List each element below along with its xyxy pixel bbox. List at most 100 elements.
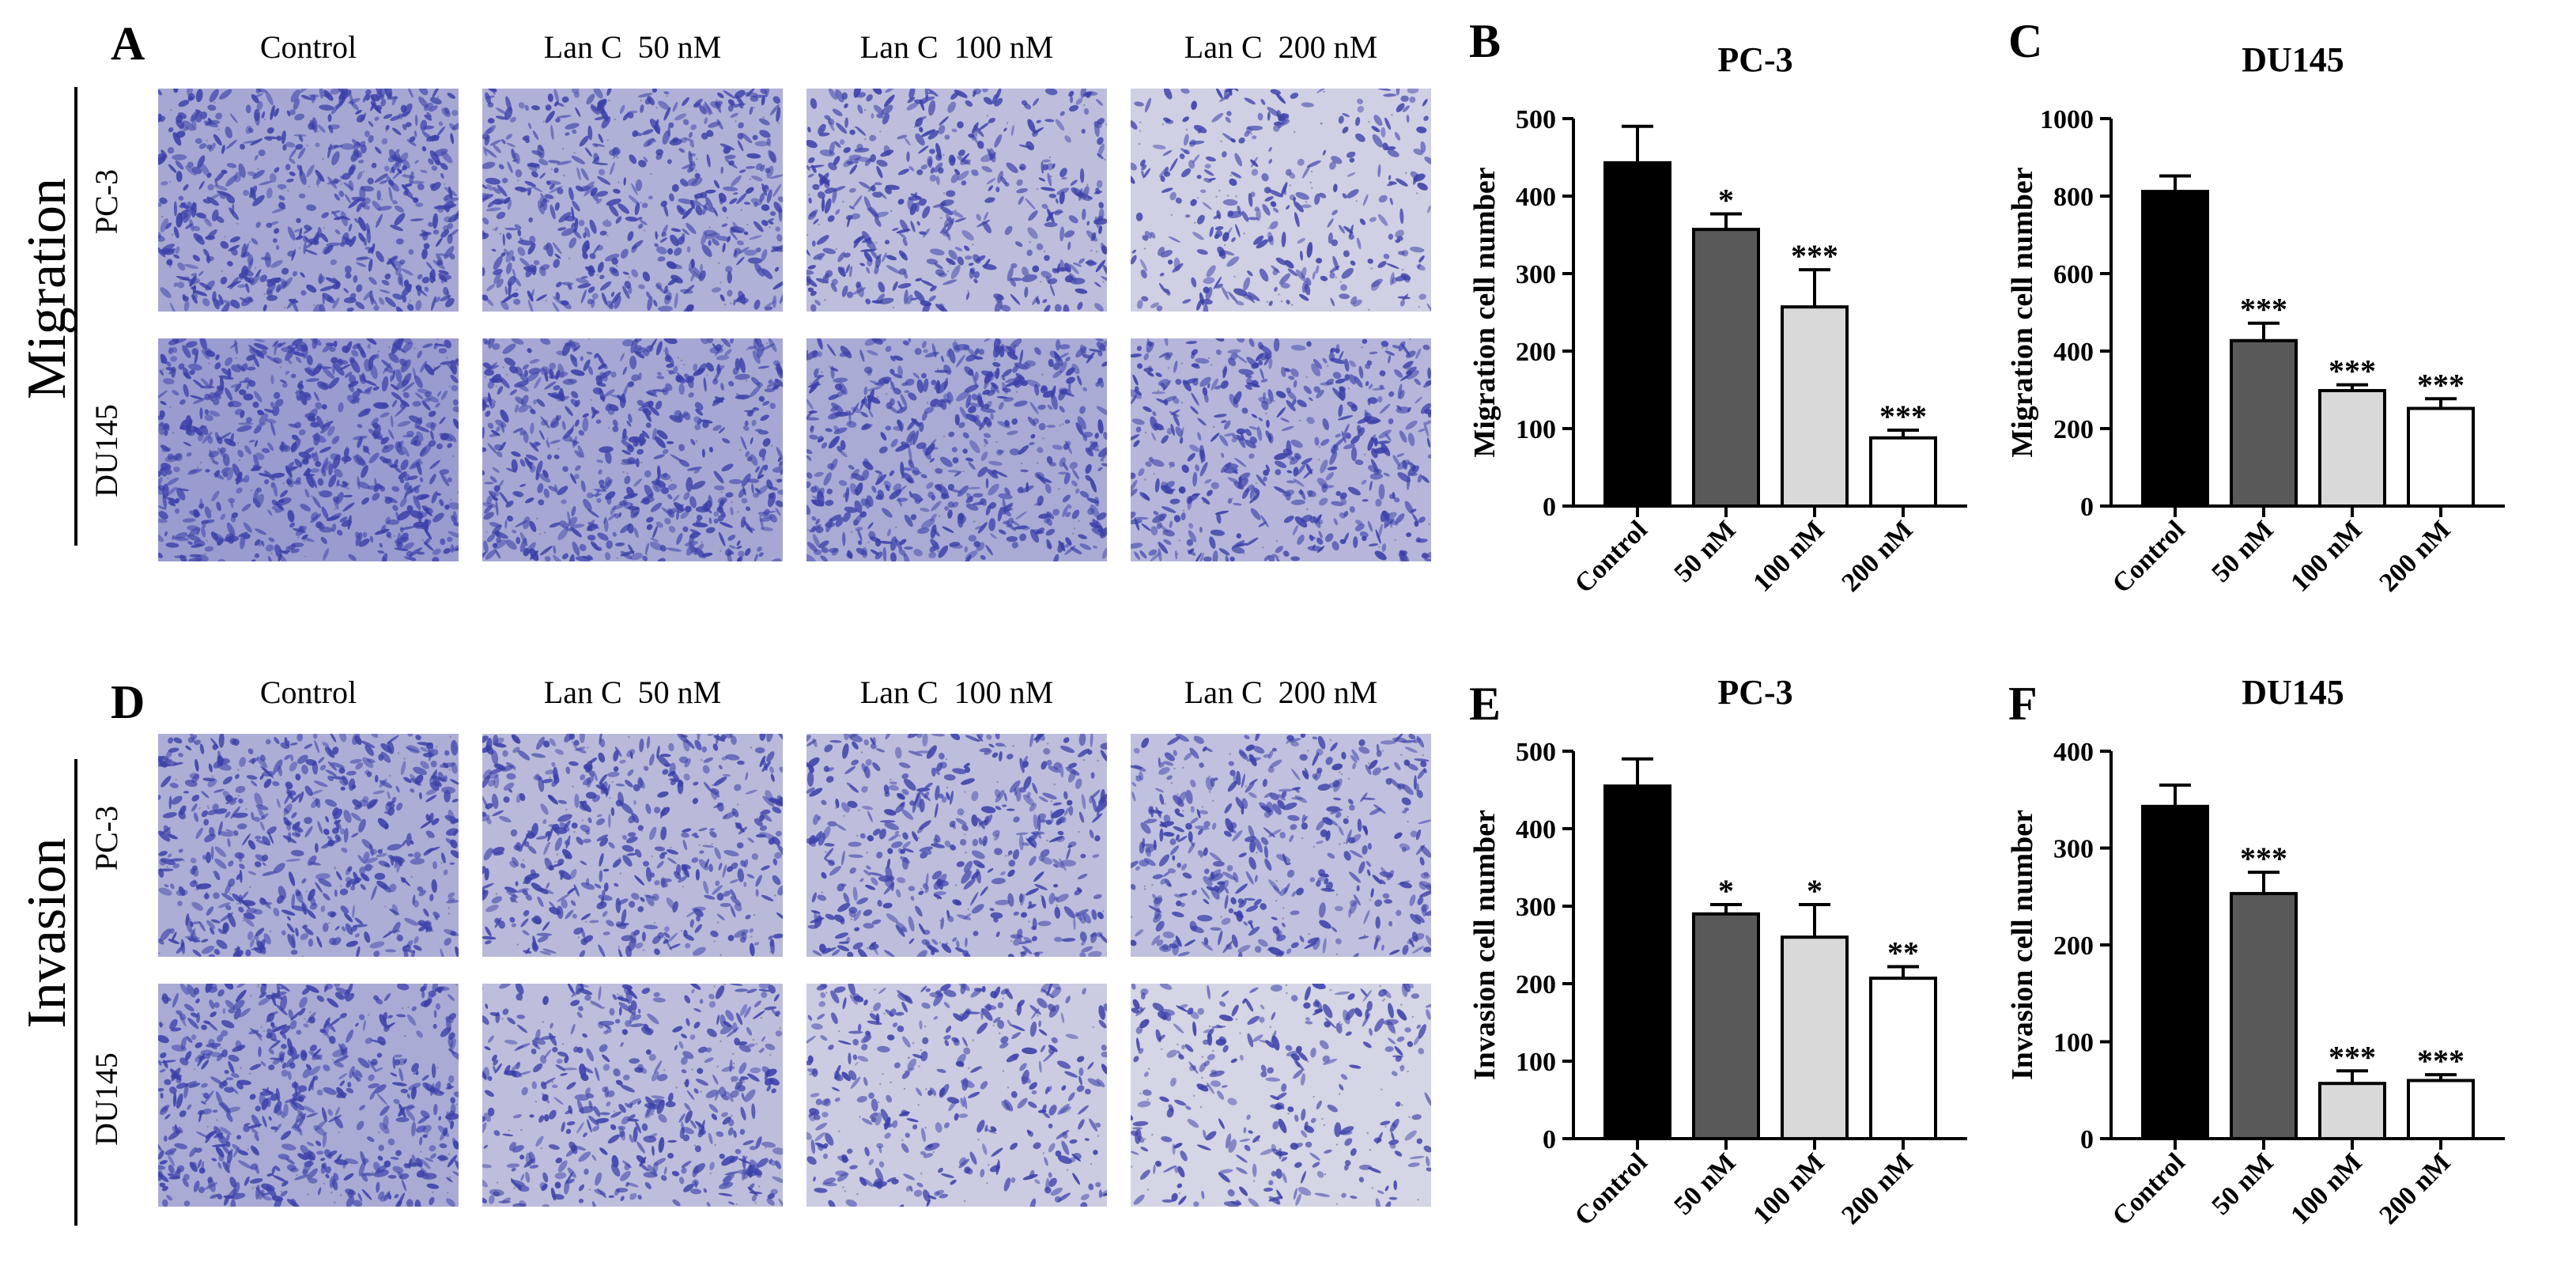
x-tick-label: 50 nM bbox=[2206, 1147, 2279, 1220]
x-tick-label: 50 nM bbox=[2206, 515, 2279, 588]
panel-label-d: D bbox=[111, 676, 145, 728]
bar-50nm bbox=[2230, 338, 2298, 508]
y-tick-label: 400 bbox=[1516, 183, 1556, 212]
y-tick-label: 300 bbox=[1516, 893, 1556, 922]
bar-100nm bbox=[2318, 1082, 2386, 1140]
x-tick-label: 100 nM bbox=[2285, 1147, 2367, 1230]
micrograph-migration-du145-0 bbox=[158, 338, 459, 561]
y-tick-label: 0 bbox=[2080, 493, 2094, 522]
y-tick-label: 200 bbox=[2053, 931, 2094, 961]
x-tick-label: 100 nM bbox=[1747, 515, 1830, 597]
chart-title: PC-3 bbox=[1717, 673, 1792, 712]
micrograph-invasion-du145-3 bbox=[1131, 984, 1431, 1207]
significance-label: ** bbox=[1887, 935, 1919, 970]
micrograph-migration-pc3-2 bbox=[806, 89, 1107, 312]
micrograph-migration-du145-3 bbox=[1131, 338, 1431, 561]
x-tick-label: 200 nM bbox=[1836, 515, 1918, 597]
column-label-lanc-50: Lan C 50 nM bbox=[543, 29, 722, 65]
y-tick-label: 400 bbox=[2053, 338, 2094, 367]
bar-control bbox=[1603, 784, 1671, 1140]
column-label-lanc-100: Lan C 100 nM bbox=[859, 29, 1054, 65]
micrograph-migration-du145-2 bbox=[806, 338, 1107, 561]
panel-label-e: E bbox=[1469, 678, 1501, 730]
y-tick-label: 500 bbox=[1516, 738, 1556, 767]
significance-label: * bbox=[1718, 873, 1734, 909]
x-tick-label: 200 nM bbox=[2374, 1147, 2456, 1230]
column-label-control: Control bbox=[259, 674, 357, 710]
micrograph-invasion-pc3-3 bbox=[1131, 734, 1431, 957]
micrograph-invasion-du145-0 bbox=[158, 984, 459, 1207]
y-tick-label: 200 bbox=[2053, 415, 2094, 444]
chart-invasion-du145: DU145 Invasion cell number 0 100 200 300 400 Co… bbox=[2006, 673, 2505, 1231]
panel-label-c: C bbox=[2008, 15, 2043, 67]
y-tick-label: 100 bbox=[1516, 1048, 1556, 1077]
x-tick-label: 100 nM bbox=[2285, 515, 2367, 597]
significance-label: *** bbox=[2417, 367, 2465, 402]
row-label-du145: DU145 bbox=[89, 404, 124, 497]
column-label-lanc-50: Lan C 50 nM bbox=[543, 674, 722, 710]
y-tick-label: 400 bbox=[2053, 738, 2094, 767]
chart-migration-du145: DU145 Migration cell number 0 200 400 600 800 1… bbox=[2006, 40, 2505, 599]
micrograph-migration-pc3-3 bbox=[1131, 89, 1431, 312]
x-tick-label: 50 nM bbox=[1668, 515, 1741, 588]
bar-50nm bbox=[1692, 228, 1760, 508]
micrograph-invasion-pc3-2 bbox=[806, 734, 1107, 957]
row-label-pc3: PC-3 bbox=[89, 805, 124, 871]
significance-label: *** bbox=[1879, 399, 1927, 434]
chart-title: DU145 bbox=[2242, 40, 2344, 79]
chart-migration-pc3: PC-3 Migration cell number 0 100 200 300 400 50… bbox=[1468, 40, 1967, 599]
significance-label: * bbox=[1718, 183, 1734, 218]
y-axis-label: Invasion cell number bbox=[2006, 810, 2039, 1080]
y-tick-label: 200 bbox=[1516, 970, 1556, 999]
significance-label: *** bbox=[2417, 1043, 2465, 1079]
bar-100nm bbox=[2318, 388, 2386, 508]
bar-200nm bbox=[1869, 436, 1937, 508]
micrograph-migration-pc3-0 bbox=[158, 89, 459, 312]
y-tick-label: 400 bbox=[1516, 815, 1556, 844]
x-tick-label: 100 nM bbox=[1747, 1147, 1830, 1230]
panel-label-f: F bbox=[2008, 678, 2038, 730]
section-divider-migration bbox=[74, 87, 77, 546]
panel-label-a: A bbox=[111, 17, 145, 70]
micrograph-invasion-pc3-0 bbox=[158, 734, 459, 957]
x-tick-label: 200 nM bbox=[2374, 515, 2456, 597]
bar-200nm bbox=[1869, 977, 1937, 1141]
x-tick-label: Control bbox=[2107, 515, 2191, 599]
bar-control bbox=[2141, 804, 2209, 1140]
significance-label: * bbox=[1807, 873, 1822, 909]
significance-label: *** bbox=[2240, 841, 2287, 876]
significance-label: *** bbox=[1791, 238, 1838, 274]
micrograph-invasion-du145-2 bbox=[806, 984, 1107, 1207]
y-tick-label: 1000 bbox=[2040, 105, 2094, 134]
y-tick-label: 0 bbox=[1543, 493, 1556, 522]
micrograph-migration-du145-1 bbox=[482, 338, 783, 561]
micrograph-invasion-du145-1 bbox=[482, 984, 783, 1207]
significance-label: *** bbox=[2329, 1039, 2376, 1075]
x-tick-label: Control bbox=[1569, 515, 1653, 599]
bar-200nm bbox=[2407, 406, 2475, 508]
micrograph-invasion-pc3-1 bbox=[482, 734, 783, 957]
x-tick-label: 200 nM bbox=[1836, 1147, 1918, 1230]
y-tick-label: 600 bbox=[2053, 260, 2094, 289]
y-tick-label: 300 bbox=[2053, 835, 2094, 864]
bar-control bbox=[2141, 190, 2209, 508]
section-divider-invasion bbox=[74, 759, 77, 1226]
y-tick-label: 0 bbox=[2080, 1125, 2094, 1154]
chart-title: DU145 bbox=[2242, 673, 2344, 712]
panel-label-b: B bbox=[1469, 15, 1501, 67]
bar-100nm bbox=[1781, 935, 1849, 1141]
column-label-lanc-200: Lan C 200 nM bbox=[1184, 29, 1378, 65]
y-tick-label: 0 bbox=[1543, 1125, 1556, 1154]
section-label-invasion: Invasion bbox=[17, 837, 77, 1029]
y-tick-label: 500 bbox=[1516, 105, 1556, 134]
y-axis-label: Invasion cell number bbox=[1468, 810, 1501, 1080]
y-tick-label: 800 bbox=[2053, 183, 2094, 212]
chart-invasion-pc3: PC-3 Invasion cell number 0 100 200 300 400 500… bbox=[1468, 673, 1967, 1231]
column-label-lanc-200: Lan C 200 nM bbox=[1184, 674, 1378, 710]
x-tick-label: Control bbox=[1569, 1147, 1653, 1231]
bar-200nm bbox=[2407, 1079, 2475, 1140]
x-tick-label: Control bbox=[2107, 1147, 2191, 1231]
y-tick-label: 100 bbox=[1516, 415, 1556, 444]
bar-100nm bbox=[1781, 305, 1849, 508]
column-label-control: Control bbox=[259, 29, 357, 65]
